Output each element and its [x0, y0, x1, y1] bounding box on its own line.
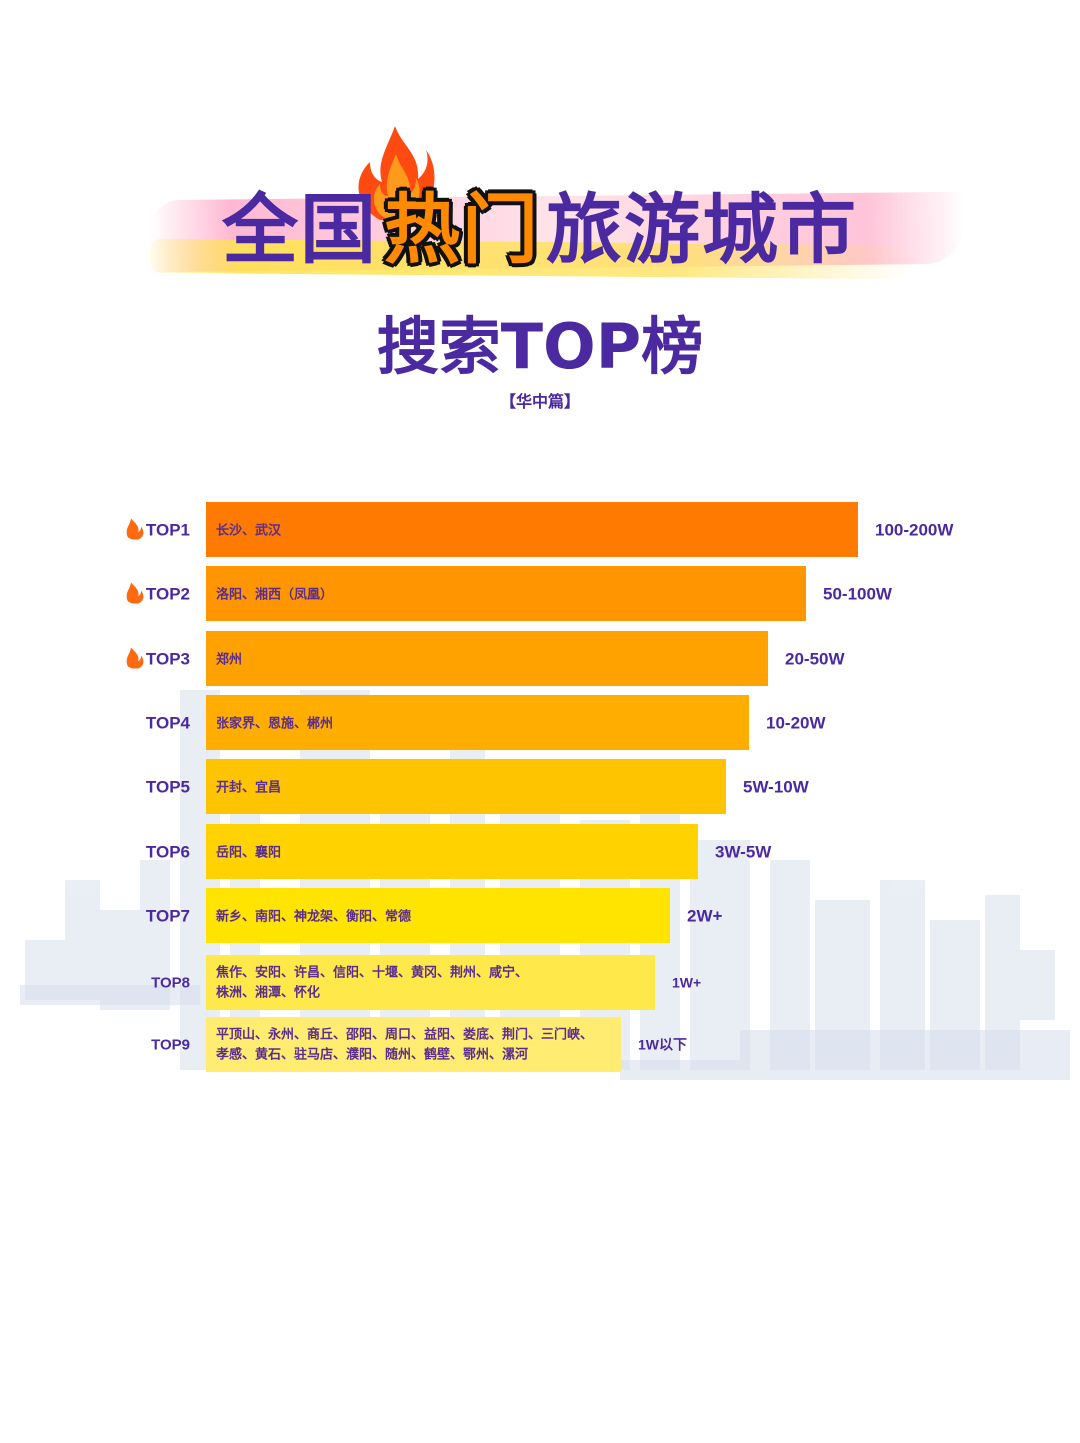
title-area: 全国 热门 旅游城市 搜索TOP榜 【华中篇】 — [0, 0, 1080, 430]
rank-label: TOP6 — [146, 843, 190, 862]
title-part-hot: 热门 — [384, 185, 540, 274]
bar-row-3: TOP3 郑州 20-50W — [126, 631, 845, 686]
bar-row-6: TOP6 岳阳、襄阳 3W-5W — [146, 824, 772, 879]
rank-label: TOP8 — [151, 975, 190, 992]
value-label: 3W-5W — [715, 843, 772, 862]
bar — [206, 888, 670, 943]
bar-row-4: TOP4 张家界、恩施、郴州 10-20W — [146, 695, 826, 750]
bar — [206, 1017, 621, 1072]
flame-icon — [126, 518, 144, 540]
value-label: 1W+ — [672, 975, 701, 991]
bar-row-2: TOP2 洛阳、湘西（凤凰） 50-100W — [126, 566, 893, 621]
city-list: 洛阳、湘西（凤凰） — [216, 587, 333, 603]
city-list: 孝感、黄石、驻马店、濮阳、随州、鹤壁、鄂州、漯河 — [215, 1047, 528, 1063]
flame-icon — [126, 647, 144, 669]
rank-label: TOP1 — [146, 521, 190, 540]
bar — [206, 759, 726, 814]
rank-label: TOP4 — [146, 714, 191, 733]
city-list: 郑州 — [216, 652, 242, 668]
value-label: 20-50W — [785, 650, 845, 669]
bar — [206, 824, 698, 879]
city-list: 焦作、安阳、许昌、信阳、十堰、黄冈、荆州、咸宁、 — [215, 965, 528, 981]
bar-row-9: TOP9 平顶山、永州、商丘、邵阳、周口、益阳、娄底、荆门、三门峡、孝感、黄石、驻… — [151, 1017, 687, 1072]
value-label: 50-100W — [823, 585, 893, 604]
value-label: 100-200W — [875, 521, 954, 540]
city-list: 新乡、南阳、神龙架、衡阳、常德 — [216, 909, 411, 925]
bar — [206, 502, 858, 557]
bar-row-1: TOP1 长沙、武汉 100-200W — [126, 502, 954, 557]
flame-icon — [126, 582, 144, 604]
title-part-c: 旅游城市 — [546, 185, 858, 274]
city-list: 平顶山、永州、商丘、邵阳、周口、益阳、娄底、荆门、三门峡、 — [216, 1027, 593, 1043]
city-list: 开封、宜昌 — [216, 780, 281, 796]
bar — [206, 566, 806, 621]
bar-row-8: TOP8 焦作、安阳、许昌、信阳、十堰、黄冈、荆州、咸宁、株洲、湘潭、怀化 1W+ — [151, 955, 701, 1010]
bar — [206, 955, 655, 1010]
bar-row-7: TOP7 新乡、南阳、神龙架、衡阳、常德 2W+ — [146, 888, 723, 943]
city-list: 岳阳、襄阳 — [216, 845, 281, 861]
bar — [206, 631, 768, 686]
main-title: 全国 热门 旅游城市 — [0, 168, 1080, 278]
value-label: 5W-10W — [743, 778, 810, 797]
city-list: 株洲、湘潭、怀化 — [216, 985, 320, 1001]
city-list: 长沙、武汉 — [216, 523, 282, 539]
rank-label: TOP9 — [151, 1037, 190, 1054]
flame-icon — [358, 126, 435, 220]
bar — [206, 695, 749, 750]
rank-label: TOP2 — [146, 585, 190, 604]
value-label: 10-20W — [766, 714, 826, 733]
city-list: 张家界、恩施、郴州 — [216, 716, 333, 732]
rank-label: TOP5 — [146, 778, 190, 797]
rank-label: TOP3 — [146, 650, 190, 669]
value-label: 1W以下 — [638, 1037, 687, 1053]
rank-label: TOP7 — [146, 907, 190, 926]
title-part-a: 全国 — [222, 185, 378, 274]
value-label: 2W+ — [687, 907, 723, 926]
subtitle: 搜索TOP榜 — [376, 310, 704, 383]
region-label: 【华中篇】 — [499, 392, 580, 411]
bar-row-5: TOP5 开封、宜昌 5W-10W — [146, 759, 810, 814]
